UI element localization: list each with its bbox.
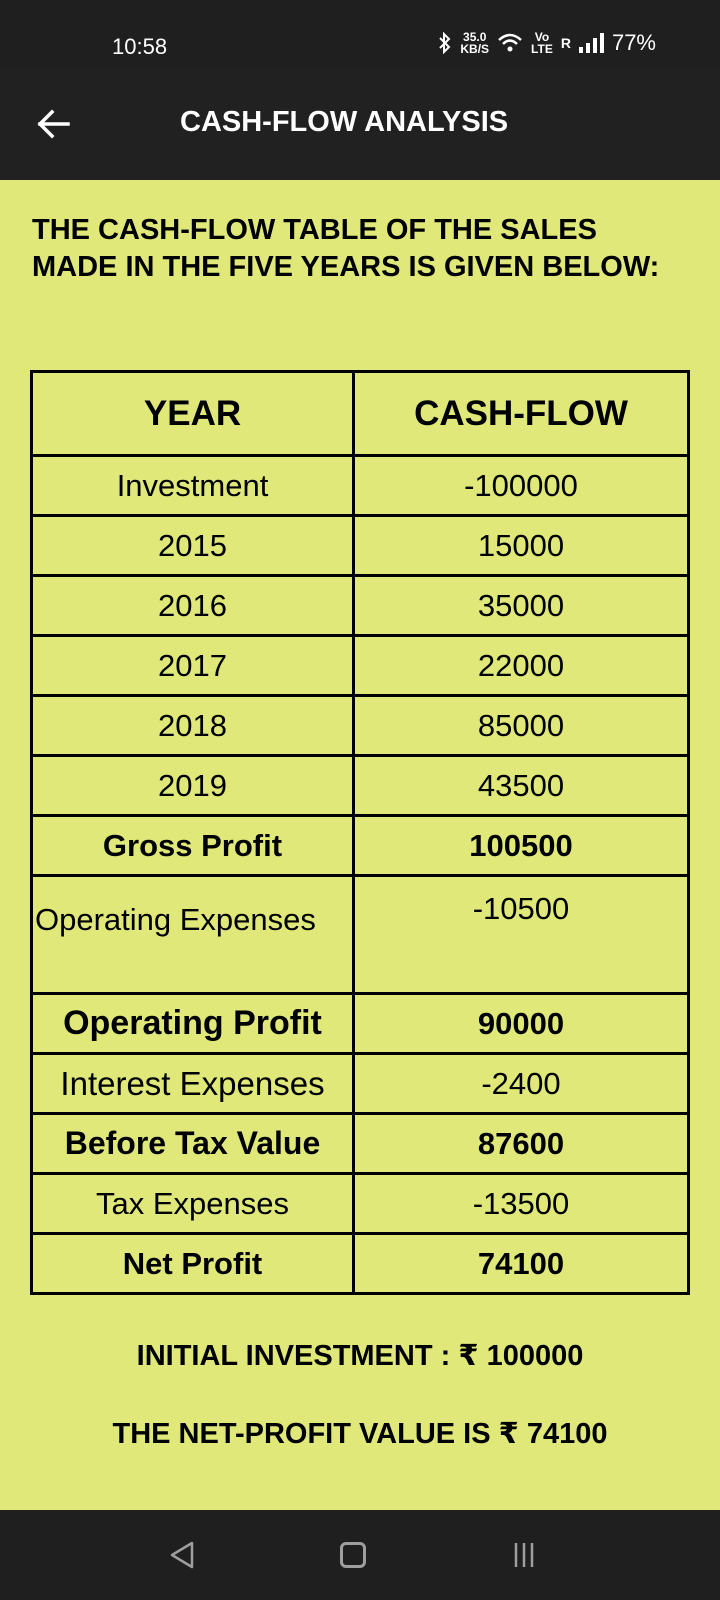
volte-bottom: LTE <box>531 42 553 56</box>
row-value: 90000 <box>352 992 690 1055</box>
row-label: Interest Expenses <box>30 1052 355 1115</box>
volte-indicator: Vo LTE <box>531 31 553 55</box>
row-label: Operating Expenses <box>30 874 355 995</box>
page-title: CASH-FLOW ANALYSIS <box>180 106 509 138</box>
signal-icon <box>578 33 604 53</box>
row-value: 22000 <box>352 634 690 697</box>
table-row: 2018 85000 <box>30 694 690 757</box>
header-cash-flow: CASH-FLOW <box>352 370 690 457</box>
intro-text: THE CASH-FLOW TABLE OF THE SALES MADE IN… <box>32 214 660 283</box>
row-label: Net Profit <box>30 1232 355 1295</box>
table-row: 2019 43500 <box>30 754 690 817</box>
network-speed-unit: KB/S <box>460 42 490 56</box>
row-label: 2019 <box>30 754 355 817</box>
table-row: 2015 15000 <box>30 514 690 577</box>
status-time: 10:58 <box>112 34 168 59</box>
network-speed-value: 35.0 <box>463 30 487 44</box>
row-value: 100500 <box>352 814 690 877</box>
row-label: Operating Profit <box>30 992 355 1055</box>
row-value: -2400 <box>352 1052 690 1115</box>
back-arrow-icon[interactable] <box>34 104 74 144</box>
nav-recent-apps-icon[interactable] <box>512 1540 536 1570</box>
app-bar: CASH-FLOW ANALYSIS <box>0 68 720 180</box>
row-label: Gross Profit <box>30 814 355 877</box>
nav-back-icon[interactable] <box>168 1540 196 1570</box>
row-label: Tax Expenses <box>30 1172 355 1235</box>
table-row: Interest Expenses -2400 <box>30 1052 690 1115</box>
row-value: 74100 <box>352 1232 690 1295</box>
roaming-indicator: R <box>560 35 571 51</box>
row-value: -13500 <box>352 1172 690 1235</box>
table-row-operating-profit: Operating Profit 90000 <box>30 992 690 1055</box>
table-row: Tax Expenses -13500 <box>30 1172 690 1235</box>
nav-home-icon[interactable] <box>340 1542 366 1568</box>
status-bar: 10:58 35.0 KB/S Vo LTE R 77% <box>0 0 720 68</box>
table-row: 2017 22000 <box>30 634 690 697</box>
initial-investment-text: INITIAL INVESTMENT : ₹ 100000 <box>136 1340 584 1372</box>
row-value: 15000 <box>352 514 690 577</box>
row-value: -100000 <box>352 454 690 517</box>
battery-level: 77% <box>611 30 656 55</box>
row-label: Investment <box>30 454 355 517</box>
bluetooth-icon <box>439 32 451 54</box>
table-row-before-tax: Before Tax Value 87600 <box>30 1112 690 1175</box>
wifi-icon <box>498 33 522 52</box>
header-year: YEAR <box>30 370 355 457</box>
row-label: 2015 <box>30 514 355 577</box>
row-value: 43500 <box>352 754 690 817</box>
cash-flow-table: YEAR CASH-FLOW Investment -100000 2015 1… <box>30 370 690 1295</box>
row-label: 2016 <box>30 574 355 637</box>
status-icons: 35.0 KB/S Vo LTE R 77% <box>438 30 656 56</box>
table-row-gross-profit: Gross Profit 100500 <box>30 814 690 877</box>
row-value: 85000 <box>352 694 690 757</box>
table-row-operating-expenses: Operating Expenses -10500 <box>30 874 690 995</box>
row-value: 87600 <box>352 1112 690 1175</box>
row-value: 35000 <box>352 574 690 637</box>
row-label: Before Tax Value <box>30 1112 355 1175</box>
table-row: Investment -100000 <box>30 454 690 517</box>
navigation-bar <box>0 1510 720 1600</box>
table-row-net-profit: Net Profit 74100 <box>30 1232 690 1295</box>
table-row: 2016 35000 <box>30 574 690 637</box>
table-header-row: YEAR CASH-FLOW <box>30 370 690 457</box>
net-profit-text: THE NET-PROFIT VALUE IS ₹ 74100 <box>112 1418 608 1450</box>
row-label: 2018 <box>30 694 355 757</box>
network-speed: 35.0 KB/S <box>460 31 489 55</box>
volte-top: Vo <box>534 30 550 44</box>
row-label: 2017 <box>30 634 355 697</box>
row-value: -10500 <box>352 874 690 995</box>
